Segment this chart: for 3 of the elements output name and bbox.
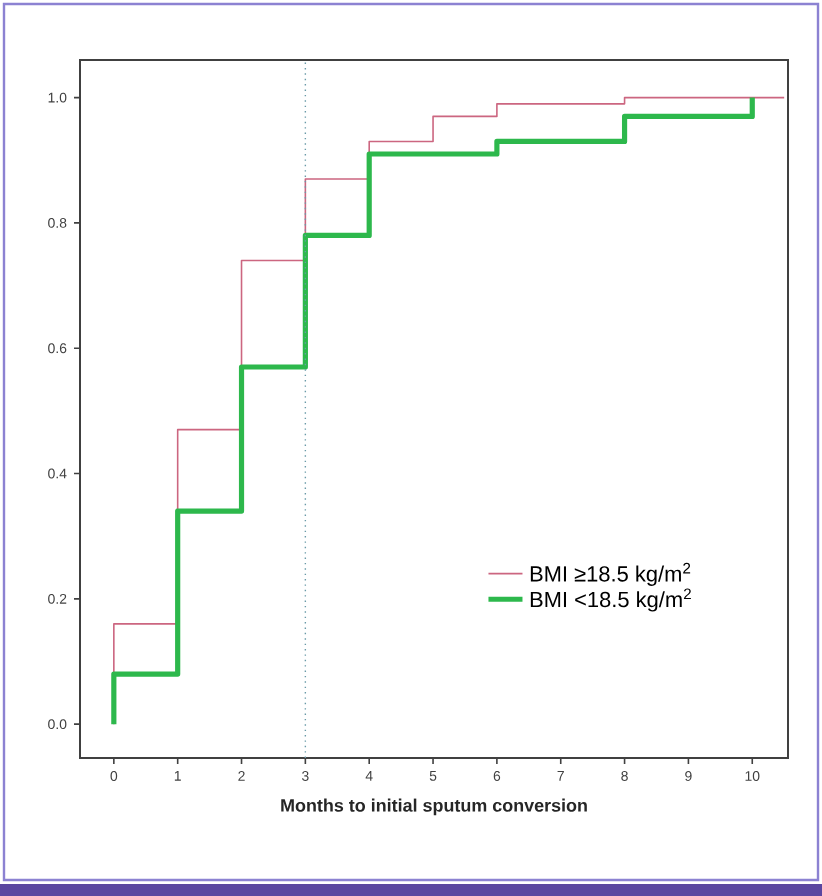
legend-label: BMI ≥18.5 kg/m$^{2}$ (530, 562, 691, 586)
legend-label: BMI <18.5 kg/m$^{2}$ (530, 588, 691, 612)
x-axis-title: Months to initial sputum conversion (281, 798, 587, 816)
